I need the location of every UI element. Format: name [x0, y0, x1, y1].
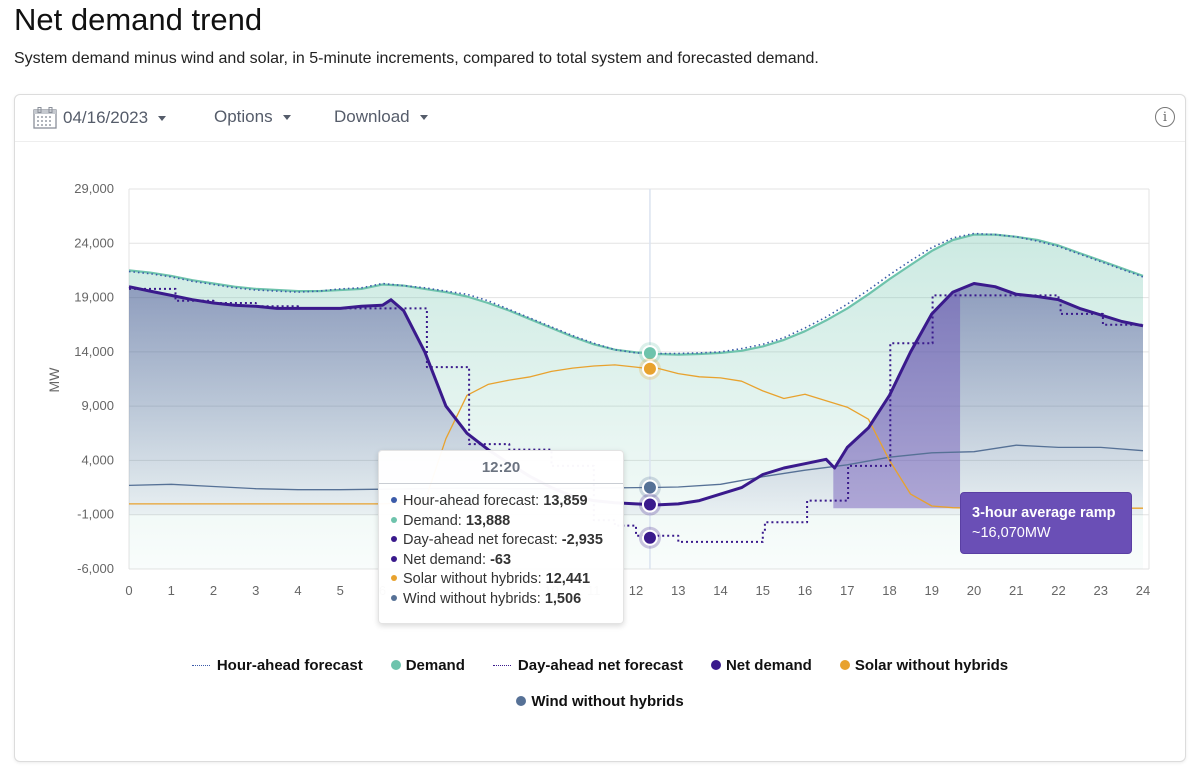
- tooltip-label: Hour-ahead forecast:: [403, 493, 544, 509]
- x-tick-label: 14: [713, 583, 727, 598]
- wind-without-hybrids-marker: [641, 479, 658, 496]
- series-dot-icon: [391, 516, 397, 523]
- x-tick-label: 3: [252, 583, 259, 598]
- y-tick-label: -6,000: [77, 561, 114, 576]
- legend-label: Demand: [405, 656, 465, 674]
- legend-label: Hour-ahead forecast: [216, 656, 363, 674]
- ramp-title: 3-hour average ramp: [972, 505, 1116, 521]
- day-ahead-net-forecast-line: [129, 287, 1143, 543]
- legend-item-net-demand[interactable]: Net demand: [710, 656, 812, 674]
- legend-dotted-line-icon: [492, 664, 511, 666]
- legend-label: Solar without hybrids: [854, 656, 1009, 674]
- tooltip-value: 1,506: [544, 590, 582, 607]
- y-tick-label: 4,000: [81, 452, 114, 467]
- x-tick-label: 22: [1051, 583, 1065, 598]
- tooltip-row: Hour-ahead forecast: 13,859: [391, 492, 623, 512]
- legend-label: Day-ahead net forecast: [517, 656, 683, 674]
- tooltip-time: 12:20: [379, 451, 623, 484]
- options-label: Options: [214, 107, 273, 126]
- y-tick-label: -1,000: [77, 507, 114, 522]
- tooltip-row: Demand: 13,888: [391, 512, 623, 532]
- x-tick-label: 15: [756, 583, 770, 598]
- x-tick-label: 21: [1009, 583, 1023, 598]
- x-tick-label: 2: [210, 583, 217, 598]
- chevron-down-icon: [419, 114, 428, 120]
- y-tick-label: 19,000: [74, 290, 114, 305]
- tooltip-row: Solar without hybrids: 12,441: [391, 570, 623, 590]
- x-tick-label: 13: [671, 583, 685, 598]
- tooltip-label: Net demand:: [403, 551, 491, 568]
- x-tick-label: 1: [168, 583, 175, 598]
- y-tick-label: 14,000: [74, 344, 114, 359]
- legend-item-solar-without-hybrids[interactable]: Solar without hybrids: [839, 656, 1009, 674]
- series-dot-icon: [391, 575, 397, 582]
- series-dot-icon: [391, 555, 397, 562]
- x-tick-label: 16: [798, 583, 812, 598]
- legend-label: Net demand: [725, 656, 812, 674]
- calendar-icon: [33, 107, 57, 129]
- x-tick-label: 12: [629, 583, 643, 598]
- legend-dot-icon: [390, 660, 401, 670]
- options-dropdown[interactable]: Options: [214, 107, 291, 127]
- x-tick-label: 4: [294, 583, 301, 598]
- x-tick-label: 24: [1136, 583, 1150, 598]
- hover-tooltip: 12:20 Hour-ahead forecast: 13,859 Demand:…: [378, 450, 624, 624]
- page-title: Net demand trend: [14, 2, 263, 37]
- tooltip-value: -63: [490, 551, 512, 568]
- legend-item-hour-ahead-forecast[interactable]: Hour-ahead forecast: [191, 656, 363, 674]
- chart-legend: Hour-ahead forecast Demand Day-ahead net f…: [0, 653, 1200, 713]
- tooltip-value: 12,441: [545, 571, 591, 587]
- tooltip-label: Wind without hybrids:: [403, 590, 545, 607]
- legend-dot-icon: [710, 660, 721, 670]
- legend-label: Wind without hybrids: [531, 692, 684, 710]
- legend-dotted-line-icon: [191, 664, 210, 666]
- tooltip-row: Wind without hybrids: 1,506: [391, 590, 623, 610]
- legend-dot-icon: [516, 696, 527, 706]
- net-demand-marker: [641, 496, 658, 513]
- download-dropdown[interactable]: Download: [334, 107, 428, 127]
- x-tick-label: 19: [925, 583, 939, 598]
- solar-without-hybrids-marker: [641, 360, 658, 377]
- date-picker-button[interactable]: 04/16/2023: [33, 107, 167, 129]
- day-ahead-net-forecast-marker: [641, 529, 658, 546]
- tooltip-row: Net demand: -63: [391, 551, 623, 571]
- x-tick-label: 0: [125, 583, 132, 598]
- tooltip-label: Solar without hybrids:: [403, 571, 546, 587]
- tooltip-label: Day-ahead net forecast:: [403, 532, 562, 548]
- chevron-down-icon: [158, 115, 167, 121]
- tooltip-row: Day-ahead net forecast: -2,935: [391, 531, 623, 551]
- x-tick-label: 18: [882, 583, 896, 598]
- y-tick-label: 9,000: [81, 398, 114, 413]
- tooltip-value: 13,859: [543, 493, 588, 509]
- page-subtitle: System demand minus wind and solar, in 5…: [14, 50, 819, 67]
- y-axis-title: MW: [46, 367, 62, 393]
- series-dot-icon: [391, 536, 397, 543]
- legend-item-wind-without-hybrids[interactable]: Wind without hybrids: [516, 692, 684, 710]
- series-dot-icon: [391, 497, 397, 504]
- tooltip-label: Demand:: [403, 512, 466, 529]
- x-tick-label: 17: [840, 583, 854, 598]
- x-tick-label: 5: [337, 583, 344, 598]
- demand-marker: [641, 345, 658, 362]
- chart-toolbar: 04/16/2023 Options Download i: [15, 95, 1185, 142]
- info-icon[interactable]: i: [1155, 107, 1175, 127]
- tooltip-value: 13,888: [465, 512, 511, 529]
- download-label: Download: [334, 107, 410, 126]
- ramp-annotation: 3-hour average ramp ~16,070MW: [960, 492, 1132, 554]
- date-label: 04/16/2023: [63, 108, 149, 127]
- legend-item-demand[interactable]: Demand: [390, 656, 465, 674]
- ramp-value: ~16,070MW: [972, 525, 1051, 541]
- legend-dot-icon: [839, 660, 850, 670]
- tooltip-value: -2,935: [561, 532, 603, 548]
- y-tick-label: 24,000: [74, 235, 114, 250]
- x-tick-label: 20: [967, 583, 981, 598]
- series-dot-icon: [391, 594, 397, 601]
- y-tick-label: 29,000: [74, 181, 114, 196]
- chevron-down-icon: [282, 114, 291, 120]
- legend-item-day-ahead-net-forecast[interactable]: Day-ahead net forecast: [492, 656, 683, 674]
- x-tick-label: 23: [1094, 583, 1108, 598]
